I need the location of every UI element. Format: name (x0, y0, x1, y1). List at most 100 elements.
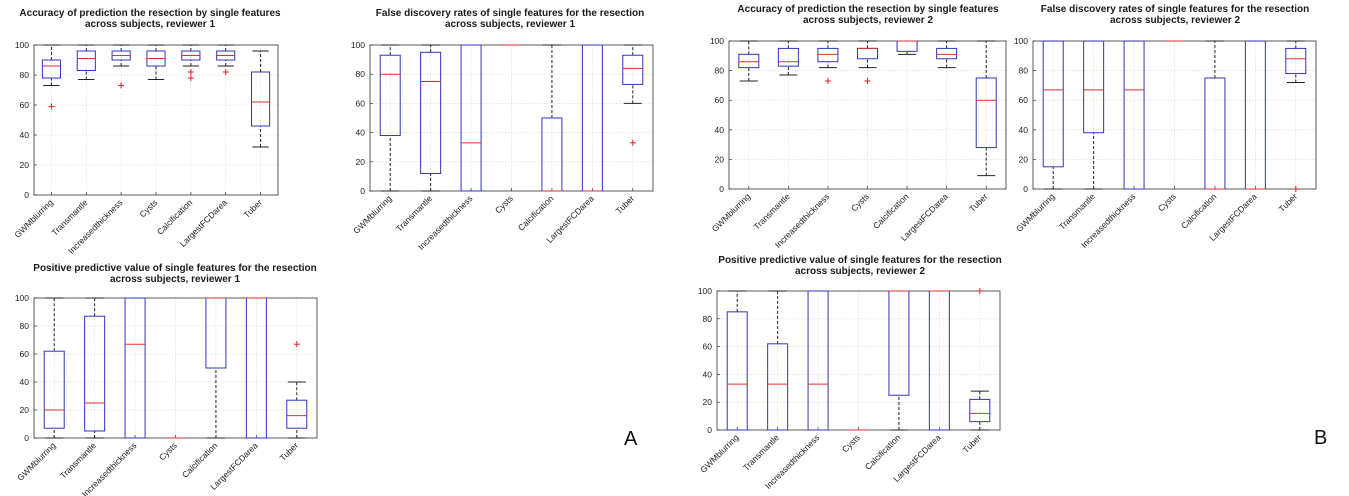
box-Tuber (969, 288, 991, 431)
iqr-box (1123, 40, 1145, 190)
box-Increasedthickness (817, 40, 839, 84)
box-Calcification (888, 290, 910, 431)
chart-title-line: Positive predictive value of single feat… (33, 263, 316, 274)
box-Calcification (181, 44, 201, 81)
box-Transmantle (1083, 40, 1105, 190)
y-tick-label: 0 (24, 190, 29, 200)
iqr-box (286, 399, 308, 429)
iqr-box (43, 350, 65, 429)
chart-title-line: across subjects, reviewer 1 (445, 19, 576, 30)
y-tick-label: 20 (356, 157, 366, 167)
box-LargestFCDarea (928, 290, 950, 431)
x-category-label: Transmantle (1057, 191, 1097, 231)
box-LargestFCDarea (581, 44, 603, 192)
iqr-box (41, 59, 61, 79)
iqr-box (379, 54, 401, 137)
box-GWMblurring (43, 297, 65, 439)
x-category-label: Calcification (863, 432, 903, 472)
chart-title-line: across subjects, reviewer 2 (1110, 15, 1241, 26)
y-tick-label: 100 (15, 40, 29, 50)
box-LargestFCDarea (936, 40, 958, 69)
box-Increasedthickness (807, 290, 829, 431)
chart-title-line: False discovery rates of single features… (1041, 4, 1309, 15)
y-tick-label: 40 (356, 128, 366, 138)
y-tick-label: 0 (719, 184, 724, 194)
y-tick-label: 60 (703, 342, 713, 352)
box-GWMblurring (726, 290, 748, 431)
box-GWMblurring (1042, 40, 1064, 190)
y-tick-label: 20 (20, 160, 30, 170)
x-category-label: Transmantle (58, 440, 98, 480)
x-category-label: Tuber (967, 191, 990, 214)
box-Tuber (251, 50, 271, 148)
panel-label-a: A (624, 428, 638, 450)
x-category-label: Tuber (241, 197, 264, 220)
iqr-box (124, 297, 146, 439)
y-tick-label: 80 (703, 314, 713, 324)
iqr-box (84, 315, 106, 432)
box-Tuber (622, 44, 644, 146)
x-category-label: Calcification (871, 191, 911, 231)
iqr-box (738, 53, 760, 69)
y-tick-label: 0 (360, 186, 365, 196)
y-tick-label: 100 (15, 293, 29, 303)
x-category-label: GWMblurring (351, 193, 394, 236)
x-category-label: Tuber (614, 193, 637, 216)
chart-panel-1: Accuracy of prediction the resection by … (12, 8, 281, 256)
iqr-box (936, 47, 958, 60)
box-GWMblurring (379, 44, 401, 192)
box-LargestFCDarea (245, 297, 267, 439)
y-tick-label: 40 (715, 125, 725, 135)
y-tick-label: 100 (698, 286, 712, 296)
y-tick-label: 80 (356, 69, 366, 79)
x-category-label: Transmantle (394, 193, 434, 233)
iqr-box (896, 40, 918, 52)
y-tick-label: 100 (710, 36, 724, 46)
iqr-box (969, 398, 991, 423)
iqr-box (622, 54, 644, 85)
y-tick-label: 20 (20, 405, 30, 415)
box-LargestFCDarea (1244, 40, 1266, 190)
y-tick-label: 60 (715, 95, 725, 105)
x-category-label: Transmantle (741, 432, 781, 472)
iqr-box (1042, 40, 1064, 168)
chart-title-line: across subjects, reviewer 2 (803, 15, 934, 26)
y-tick-label: 0 (24, 433, 29, 443)
chart-title-line: Positive predictive value of single feat… (718, 255, 1001, 266)
y-tick-label: 80 (1019, 66, 1029, 76)
iqr-box (1204, 77, 1226, 190)
iqr-box (975, 77, 997, 149)
y-tick-label: 60 (1019, 95, 1029, 105)
box-Increasedthickness (111, 44, 131, 89)
x-category-label: Calcification (1179, 191, 1219, 231)
y-tick-label: 100 (1014, 36, 1028, 46)
box-Calcification (541, 44, 563, 192)
iqr-box (76, 50, 96, 71)
box-Increasedthickness (124, 297, 146, 439)
chart-title-line: across subjects, reviewer 1 (85, 19, 216, 30)
chart-title-line: across subjects, reviewer 1 (110, 274, 241, 285)
x-category-label: Cysts (840, 432, 862, 454)
box-LargestFCDarea (216, 44, 236, 75)
x-category-label: GWMblurring (698, 432, 741, 475)
x-category-label: Cysts (137, 197, 159, 219)
y-tick-label: 80 (20, 321, 30, 331)
box-Transmantle (84, 297, 106, 439)
y-tick-label: 60 (356, 98, 366, 108)
iqr-box (767, 343, 789, 431)
box-Cysts (146, 44, 166, 80)
iqr-box (807, 290, 829, 431)
x-category-label: Tuber (278, 440, 301, 463)
box-Transmantle (76, 44, 96, 80)
y-tick-label: 0 (1023, 184, 1028, 194)
chart-panel-5: False discovery rates of single features… (1014, 4, 1317, 250)
iqr-box (460, 44, 482, 192)
box-GWMblurring (41, 44, 61, 110)
x-category-label: GWMblurring (1014, 191, 1057, 234)
box-Tuber (286, 341, 308, 439)
x-category-label: GWMblurring (15, 440, 58, 483)
y-tick-label: 0 (707, 425, 712, 435)
chart-title-line: across subjects, reviewer 2 (795, 266, 926, 277)
chart-panel-6: Positive predictive value of single feat… (698, 255, 1002, 491)
